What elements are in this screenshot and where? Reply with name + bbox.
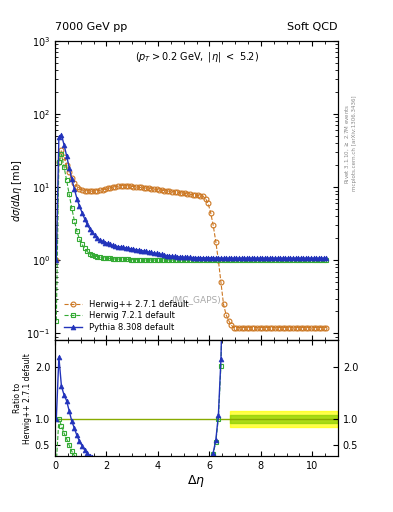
Herwig 7.2.1 default (64, 177, 69, 183)
Herwig 7.2.1 default (290, 257, 295, 263)
Herwig 7.2.1 default (59, 152, 64, 158)
Herwig++ 2.7.1 default (231, 325, 236, 331)
Herwig 7.2.1 default (216, 257, 221, 263)
Herwig 7.2.1 default (231, 257, 236, 263)
Text: (MC_GAPS): (MC_GAPS) (172, 295, 221, 305)
Herwig++ 2.7.1 default (324, 325, 329, 331)
Text: 7000 GeV pp: 7000 GeV pp (55, 22, 127, 32)
Pythia 8.308 default (213, 255, 218, 261)
Pythia 8.308 default (324, 255, 329, 261)
Line: Herwig++ 2.7.1 default: Herwig++ 2.7.1 default (54, 148, 329, 330)
Line: Pythia 8.308 default: Pythia 8.308 default (54, 133, 329, 263)
Herwig 7.2.1 default (213, 257, 218, 263)
Herwig 7.2.1 default (54, 317, 59, 324)
Pythia 8.308 default (290, 255, 295, 261)
Herwig++ 2.7.1 default (64, 162, 69, 168)
Text: $(p_{T} > 0.2\ \mathrm{GeV},\ |\eta|\ <\ 5.2)$: $(p_{T} > 0.2\ \mathrm{GeV},\ |\eta|\ <\… (134, 50, 259, 64)
Herwig++ 2.7.1 default (213, 239, 218, 245)
Text: Rivet 3.1.10, $\geq$ 2.7M events: Rivet 3.1.10, $\geq$ 2.7M events (344, 103, 351, 184)
Pythia 8.308 default (216, 255, 221, 261)
Herwig++ 2.7.1 default (244, 325, 249, 331)
Pythia 8.308 default (64, 153, 69, 159)
Herwig++ 2.7.1 default (234, 325, 239, 331)
Text: Soft QCD: Soft QCD (288, 22, 338, 32)
Herwig 7.2.1 default (324, 257, 329, 263)
Pythia 8.308 default (59, 132, 64, 138)
Line: Herwig 7.2.1 default: Herwig 7.2.1 default (54, 152, 329, 323)
Y-axis label: $d\sigma/d\Delta\eta\ \mathrm{[mb]}$: $d\sigma/d\Delta\eta\ \mathrm{[mb]}$ (9, 160, 24, 222)
Pythia 8.308 default (231, 255, 236, 261)
Text: mcplots.cern.ch [arXiv:1306.3436]: mcplots.cern.ch [arXiv:1306.3436] (352, 96, 357, 191)
Legend: Herwig++ 2.7.1 default, Herwig 7.2.1 default, Pythia 8.308 default: Herwig++ 2.7.1 default, Herwig 7.2.1 def… (61, 296, 192, 335)
Herwig 7.2.1 default (242, 257, 246, 263)
Herwig++ 2.7.1 default (293, 325, 298, 331)
X-axis label: $\Delta\eta$: $\Delta\eta$ (187, 473, 206, 489)
Herwig++ 2.7.1 default (216, 257, 221, 263)
Pythia 8.308 default (54, 257, 59, 263)
Herwig++ 2.7.1 default (54, 257, 59, 263)
Herwig++ 2.7.1 default (59, 147, 64, 153)
Pythia 8.308 default (242, 255, 246, 261)
Y-axis label: Ratio to
Herwig++ 2.7.1 default: Ratio to Herwig++ 2.7.1 default (13, 353, 32, 443)
